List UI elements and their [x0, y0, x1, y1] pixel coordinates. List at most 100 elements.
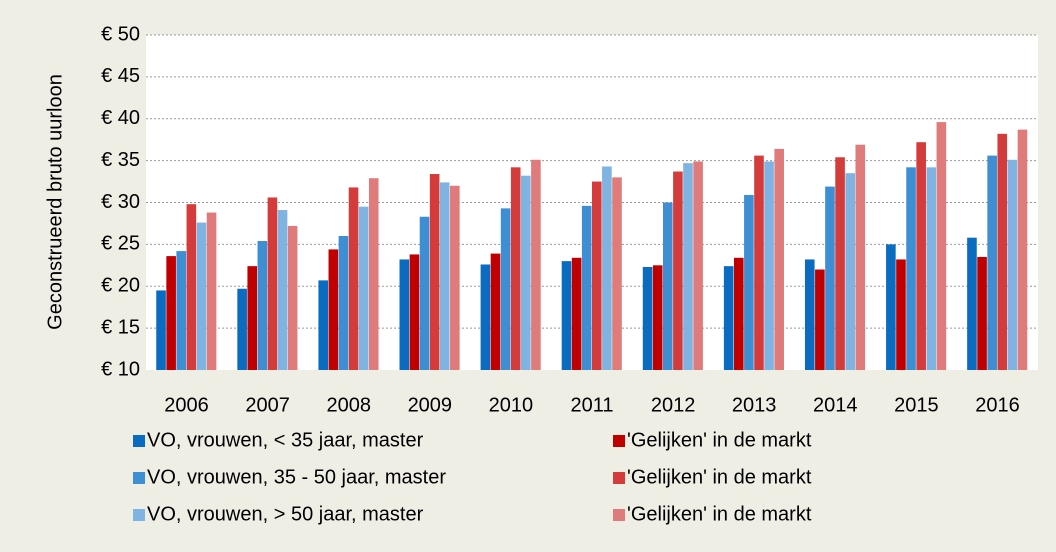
y-tick-label: € 40 — [101, 107, 140, 129]
y-axis-label: Geconstrueerd bruto uurloon — [44, 74, 66, 330]
bar — [683, 163, 693, 370]
bar — [581, 205, 592, 370]
y-tick-label: € 25 — [101, 233, 140, 255]
bar — [186, 204, 197, 370]
bar — [1007, 159, 1018, 370]
bar — [997, 133, 1008, 370]
bar — [652, 265, 663, 370]
bar — [612, 177, 622, 370]
bar — [156, 290, 166, 370]
bar — [419, 216, 430, 370]
bar — [723, 266, 734, 370]
bar — [571, 257, 582, 370]
y-tick-label: € 30 — [101, 191, 140, 213]
y-tick-label: € 15 — [101, 316, 140, 338]
bar — [662, 202, 673, 370]
legend-swatch — [613, 435, 625, 447]
bar — [521, 175, 531, 370]
x-tick-label: 2008 — [326, 394, 371, 416]
legend-swatch — [133, 509, 145, 521]
legend-label: 'Gelijken' in de markt — [627, 503, 812, 525]
bar — [764, 161, 774, 370]
y-tick-label: € 50 — [101, 23, 140, 45]
bar — [257, 241, 268, 370]
bar — [855, 144, 866, 370]
bar — [267, 197, 278, 370]
bar — [338, 236, 349, 370]
x-tick-label: 2007 — [245, 394, 290, 416]
bar — [176, 251, 187, 370]
bar — [744, 194, 754, 370]
x-tick-label: 2006 — [164, 394, 209, 416]
bar — [916, 142, 926, 370]
bar — [977, 256, 987, 370]
bar — [825, 186, 835, 370]
bar — [318, 280, 329, 370]
legend-label: 'Gelijken' in de markt — [627, 429, 812, 451]
bar — [480, 264, 491, 370]
bar — [906, 167, 916, 370]
bar — [815, 269, 825, 370]
x-tick-label: 2013 — [732, 394, 777, 416]
legend-swatch — [133, 472, 145, 484]
bar — [247, 266, 258, 370]
bar — [237, 288, 247, 370]
x-tick-label: 2009 — [408, 394, 453, 416]
bar — [835, 157, 845, 370]
legend-label: VO, vrouwen, < 35 jaar, master — [147, 429, 424, 451]
bar — [409, 254, 420, 370]
legend-swatch — [613, 472, 625, 484]
legend-label: VO, vrouwen, 35 - 50 jaar, master — [147, 466, 446, 488]
bar — [642, 266, 653, 370]
bar — [439, 182, 450, 370]
legend-swatch — [613, 509, 625, 521]
x-tick-label: 2011 — [570, 394, 613, 416]
bar — [429, 174, 440, 370]
bar — [1017, 129, 1028, 370]
bar — [967, 237, 977, 370]
bar — [531, 159, 541, 370]
legend-label: 'Gelijken' in de markt — [627, 466, 812, 488]
x-tick-label: 2010 — [489, 394, 534, 416]
legend-swatch — [133, 435, 145, 447]
bar — [399, 259, 410, 370]
bar — [886, 244, 896, 370]
bar — [845, 173, 855, 370]
bar — [673, 171, 683, 370]
x-tick-label: 2016 — [975, 394, 1020, 416]
bar — [206, 212, 217, 370]
bar — [733, 257, 744, 370]
legend-label: VO, vrouwen, > 50 jaar, master — [147, 503, 424, 525]
y-tick-label: € 20 — [101, 275, 140, 297]
bar — [490, 253, 501, 370]
bar — [693, 161, 703, 370]
bar — [196, 222, 207, 370]
bar — [602, 166, 612, 370]
bar — [510, 167, 521, 370]
bar — [166, 256, 176, 370]
bar — [287, 225, 298, 370]
y-tick-label: € 45 — [101, 65, 140, 87]
bar — [774, 148, 784, 370]
bar — [348, 187, 359, 370]
bar — [936, 122, 947, 370]
bar — [328, 249, 339, 370]
bar — [754, 155, 764, 370]
bar — [987, 155, 997, 370]
bar — [277, 210, 288, 370]
bar — [358, 206, 369, 370]
bar — [500, 208, 511, 370]
bar — [896, 259, 906, 370]
bar — [926, 167, 937, 370]
y-tick-label: € 10 — [101, 358, 140, 380]
bar — [368, 178, 379, 370]
bar — [592, 181, 602, 370]
bar — [450, 185, 460, 370]
x-tick-label: 2012 — [651, 394, 696, 416]
x-tick-label: 2014 — [813, 394, 858, 416]
bar — [804, 259, 815, 370]
x-tick-label: 2015 — [894, 394, 939, 416]
y-tick-label: € 35 — [101, 149, 140, 171]
